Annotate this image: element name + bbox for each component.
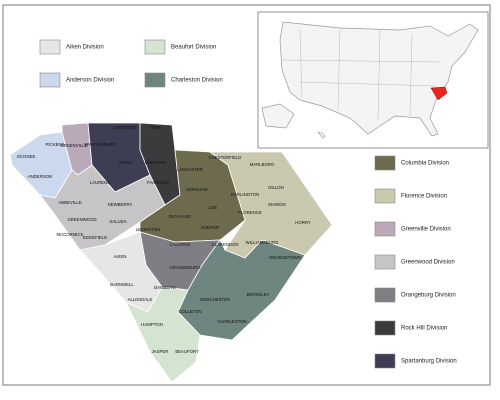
county-label: CLARENDON [212,242,239,247]
legend-label: Rock Hill Division [401,326,447,332]
county-label: MARLBORO [250,162,275,167]
legend-swatch [374,155,396,171]
county-label: SUMTER [201,225,219,230]
county-label: NEWBERRY [108,202,133,207]
county-label: COLLETON [178,309,201,314]
county-label: BAMBERG [154,285,176,290]
county-label: AIKEN [114,254,127,259]
legend-label: Orangeburg Division [401,293,456,299]
us-inset [257,11,489,149]
county-label: CHESTER [145,160,166,165]
county-label: ORANGEBURG [169,265,201,270]
county-label: GEORGETOWN [269,255,301,260]
county-label: SALUDA [109,219,126,224]
county-label: KERSHAW [186,187,209,192]
county-label: OCONEE [17,154,36,159]
legend-label: Florence Division [401,194,447,200]
county-label: GREENVILLE [61,143,88,148]
state-borders [281,27,441,121]
alaska [261,103,295,129]
legend-swatch [144,39,166,55]
county-label: DORCHESTER [200,297,230,302]
region [125,286,201,383]
county-label: GREENWOOD [67,217,96,222]
county-label: MARION [268,202,285,207]
legend-swatch [374,188,396,204]
county-label: HORRY [295,220,311,225]
county-label: FAIRFIELD [147,180,169,185]
county-label: CALHOUN [169,242,190,247]
legend-label: Columbia Division [401,161,449,167]
county-label: MCCORMICK [57,232,84,237]
legend-label: Greenwood Division [401,260,455,266]
county-label: RICHLAND [169,214,191,219]
county-label: CHARLESTON [217,319,246,324]
legend: Aiken Division Beaufort Division Anderson … [39,39,457,369]
state-map [9,122,333,383]
county-label: CHEROKEE [113,125,137,130]
legend-label: Aiken Division [66,45,104,51]
south-carolina-highlight [430,86,448,101]
legend-label: Beaufort Division [171,45,216,51]
county-label: DILLON [268,185,284,190]
county-label: LEE [209,205,217,210]
legend-swatch [374,254,396,270]
county-label: BEAUFORT [175,349,199,354]
legend-swatch [374,221,396,237]
county-label: PICKENS [46,142,65,147]
county-label: LEXINGTON [136,227,161,232]
legend-swatch [374,320,396,336]
county-label: WILLIAMSBURG [246,240,280,245]
legend-label: Anderson Division [66,78,114,84]
legend-label: Spartanburg Division [401,359,457,365]
county-label: ALLENDALE [128,297,153,302]
county-label: ANDERSON [28,174,52,179]
legend-swatch [39,72,61,88]
legend-swatch [374,287,396,303]
county-label: UNION [118,160,132,165]
legend-label: Charleston Division [171,78,223,84]
county-label: JASPER [152,349,169,354]
county-label: BARNWELL [110,282,134,287]
county-label: HAMPTON [141,322,162,327]
legend-swatch [374,353,396,369]
legend-label: Greenville Division [401,227,451,233]
legend-swatch [39,39,61,55]
county-label: EDGEFIELD [83,235,107,240]
county-label: LAURENS [90,180,110,185]
legend-swatch [144,72,166,88]
county-label: BERKELEY [247,292,270,297]
county-label: LANCASTER [177,167,203,172]
county-label: SPARTANBURG [84,142,117,147]
county-label: ABBEVILLE [58,200,81,205]
county-label: CHESTERFIELD [209,155,242,160]
county-label: FLORENCE [238,210,262,215]
hawaii [317,131,326,139]
county-label: YORK [149,125,161,130]
county-label: DARLINGTON [231,192,259,197]
